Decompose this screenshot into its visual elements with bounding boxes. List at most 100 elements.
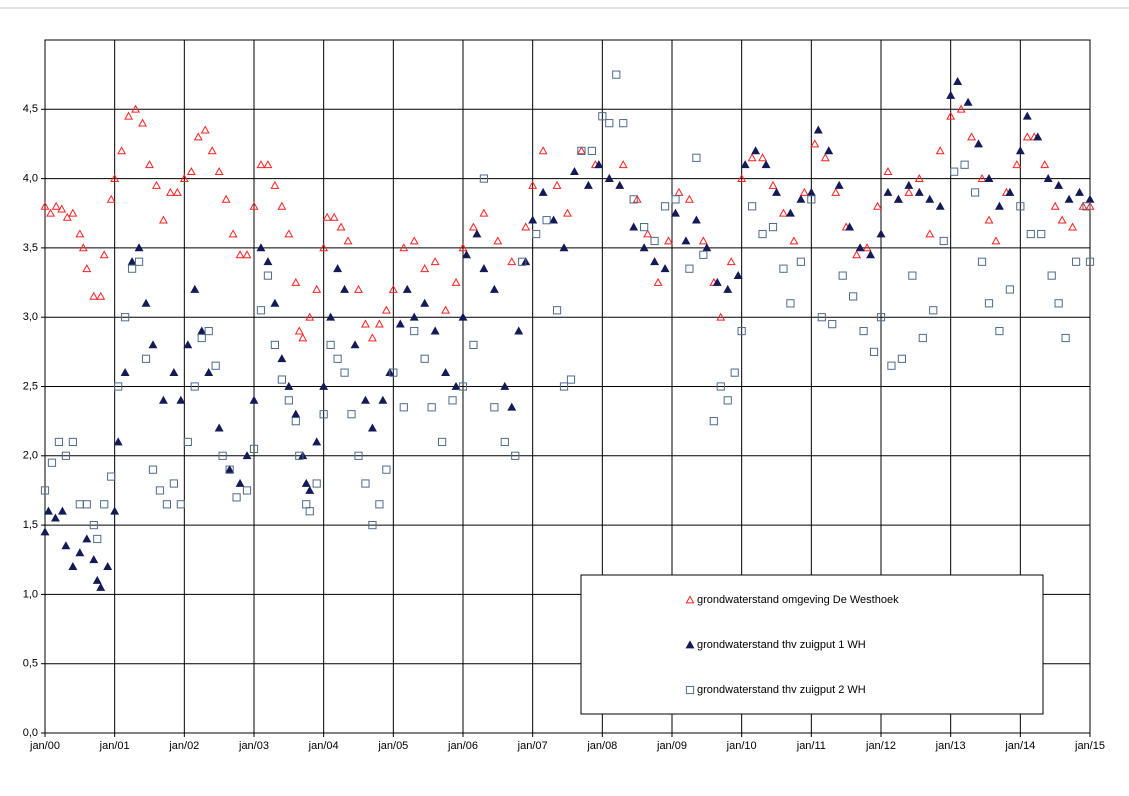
data-point bbox=[779, 264, 788, 273]
data-point bbox=[684, 194, 694, 203]
data-point bbox=[438, 437, 447, 447]
data-point bbox=[114, 382, 123, 391]
data-point bbox=[441, 305, 451, 314]
data-point bbox=[441, 368, 451, 377]
data-point bbox=[169, 368, 179, 377]
x-tick-label: jan/03 bbox=[238, 740, 269, 752]
data-point bbox=[343, 236, 353, 245]
data-point bbox=[660, 264, 670, 273]
data-point bbox=[368, 521, 377, 530]
data-point bbox=[1050, 201, 1060, 210]
data-point bbox=[305, 485, 315, 494]
data-point bbox=[395, 319, 405, 328]
data-point bbox=[570, 167, 579, 176]
data-point bbox=[542, 216, 551, 225]
data-point bbox=[40, 201, 50, 210]
data-point bbox=[176, 395, 186, 404]
data-point bbox=[772, 187, 781, 196]
data-point bbox=[295, 451, 304, 460]
data-point bbox=[172, 187, 182, 196]
data-point bbox=[221, 194, 231, 203]
data-point bbox=[75, 500, 84, 509]
data-point bbox=[305, 312, 315, 321]
data-point bbox=[908, 271, 917, 280]
data-point bbox=[190, 382, 199, 391]
data-point bbox=[469, 340, 478, 350]
data-point bbox=[99, 250, 109, 259]
data-point bbox=[326, 312, 336, 321]
data-point bbox=[389, 368, 398, 377]
data-point bbox=[333, 264, 343, 273]
data-point bbox=[862, 243, 872, 252]
data-point bbox=[852, 250, 862, 259]
data-point bbox=[462, 250, 471, 259]
data-point bbox=[291, 277, 301, 286]
data-point bbox=[121, 313, 130, 322]
data-point bbox=[1071, 257, 1081, 266]
data-point bbox=[1082, 202, 1091, 211]
data-point bbox=[131, 104, 141, 113]
data-point bbox=[876, 229, 886, 238]
data-point bbox=[723, 284, 733, 293]
data-point bbox=[179, 173, 189, 182]
data-point bbox=[298, 333, 308, 342]
data-point bbox=[489, 284, 499, 293]
data-point bbox=[1075, 187, 1084, 196]
data-point bbox=[68, 562, 78, 571]
data-point bbox=[977, 257, 987, 266]
data-point bbox=[974, 139, 983, 148]
data-point bbox=[507, 402, 517, 411]
data-point bbox=[1054, 299, 1063, 308]
data-point bbox=[333, 354, 342, 363]
data-point bbox=[604, 173, 614, 182]
data-point bbox=[639, 243, 649, 252]
data-point bbox=[225, 465, 234, 474]
data-point bbox=[737, 173, 747, 182]
data-point bbox=[538, 146, 548, 155]
y-tick-label: 0,0 bbox=[23, 727, 38, 739]
data-point bbox=[472, 229, 482, 238]
data-point bbox=[40, 527, 50, 536]
data-point bbox=[270, 298, 280, 307]
data-point bbox=[939, 236, 948, 246]
data-point bbox=[1037, 229, 1046, 239]
data-point bbox=[953, 76, 963, 85]
data-point bbox=[615, 180, 625, 189]
data-point bbox=[950, 167, 959, 176]
data-point bbox=[490, 403, 499, 412]
data-point bbox=[57, 204, 67, 213]
data-point bbox=[420, 264, 430, 273]
data-point bbox=[691, 215, 701, 224]
data-point bbox=[761, 160, 771, 169]
data-point bbox=[242, 486, 252, 495]
data-point bbox=[960, 160, 969, 169]
data-point bbox=[152, 180, 161, 189]
data-point bbox=[605, 119, 614, 128]
data-point bbox=[650, 257, 660, 266]
data-point bbox=[381, 305, 391, 314]
data-point bbox=[326, 340, 335, 350]
data-point bbox=[148, 465, 158, 474]
data-point bbox=[521, 222, 531, 231]
data-point bbox=[382, 465, 391, 474]
data-point bbox=[799, 187, 809, 196]
x-tick-label: jan/07 bbox=[517, 740, 548, 752]
data-point bbox=[583, 180, 593, 189]
data-point bbox=[855, 243, 865, 252]
data-point bbox=[162, 500, 172, 509]
data-point bbox=[747, 153, 757, 162]
data-point bbox=[640, 223, 649, 232]
data-point bbox=[935, 146, 945, 155]
data-point bbox=[61, 541, 71, 550]
data-point bbox=[904, 187, 914, 196]
data-point bbox=[507, 257, 517, 266]
data-point bbox=[1068, 222, 1078, 231]
data-point bbox=[789, 236, 799, 245]
data-point bbox=[100, 500, 109, 509]
data-point bbox=[838, 271, 847, 280]
data-point bbox=[828, 320, 837, 329]
data-point bbox=[518, 257, 527, 266]
data-point bbox=[859, 326, 868, 336]
data-point bbox=[110, 506, 120, 515]
